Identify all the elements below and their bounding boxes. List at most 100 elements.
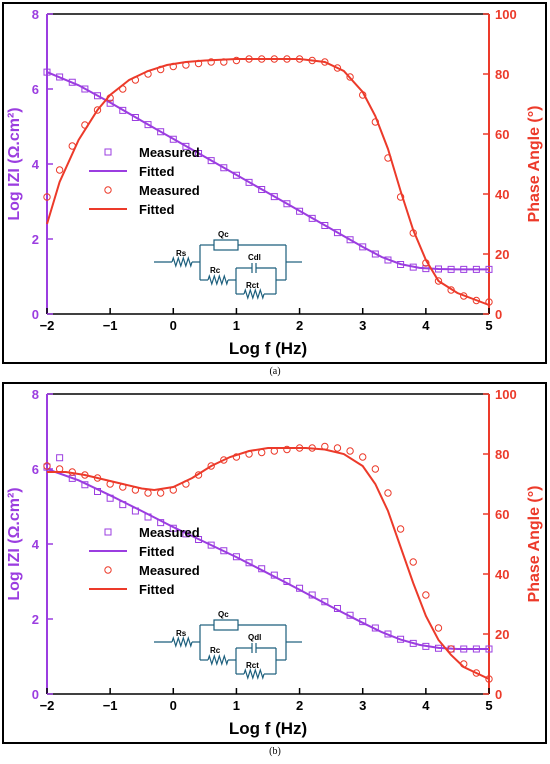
phase-measured-point — [359, 453, 367, 461]
cpe-qc — [213, 239, 239, 251]
x-tick-label: 4 — [422, 318, 430, 333]
right-y-tick-label: 60 — [495, 127, 509, 142]
legend-marker-circle — [104, 186, 112, 194]
phase-measured-point — [156, 489, 165, 497]
left-y-axis-title: Log IZI (Ω.cm²) — [6, 107, 23, 220]
phase-measured-point — [485, 675, 493, 683]
circuit-label-rs: Rs — [176, 629, 187, 638]
impedance-measured-point — [131, 114, 139, 121]
impedance-fitted-line — [46, 468, 489, 650]
impedance-measured-point — [283, 200, 291, 208]
phase-measured-point — [472, 669, 481, 677]
impedance-measured-point — [220, 164, 228, 172]
phase-measured-point — [346, 447, 354, 455]
resistor-rct — [243, 667, 265, 681]
impedance-fitted-line — [46, 71, 489, 271]
resistor-rc — [207, 653, 229, 667]
phase-measured-point — [434, 624, 443, 632]
circuit-label-rct: Rct — [246, 281, 259, 290]
impedance-measured-point — [245, 178, 253, 186]
left-y-tick-label: 8 — [32, 387, 39, 402]
right-y-axis-title: Phase Angle (°) — [526, 486, 543, 603]
impedance-measured-point — [207, 157, 215, 165]
phase-measured-point — [207, 58, 215, 66]
legend-label: Fitted — [139, 164, 174, 179]
phase-measured-point — [55, 166, 64, 174]
x-tick-label: −1 — [103, 318, 118, 333]
right-y-axis-title: Phase Angle (°) — [526, 106, 543, 223]
right-y-tick-label: 0 — [495, 687, 502, 702]
x-tick-label: 0 — [170, 318, 177, 333]
circuit-label-rct: Rct — [246, 661, 259, 670]
x-tick-label: −1 — [103, 698, 118, 713]
resistor-rs — [171, 255, 193, 269]
right-y-tick-label: 100 — [495, 7, 517, 22]
left-y-tick-label: 8 — [32, 7, 39, 22]
x-tick-label: −2 — [40, 698, 55, 713]
phase-measured-point — [144, 489, 152, 497]
impedance-measured-point — [232, 171, 240, 179]
x-tick-label: 3 — [359, 318, 366, 333]
impedance-measured-point — [371, 250, 379, 258]
legend-marker-square — [104, 528, 112, 536]
panel-label-b: (b) — [269, 746, 281, 757]
impedance-measured-point — [43, 68, 51, 76]
left-y-axis-title: Log IZI (Ω.cm²) — [6, 487, 23, 600]
resistor-rct — [243, 287, 265, 301]
impedance-measured-point — [321, 222, 329, 229]
phase-measured-point — [43, 193, 51, 201]
impedance-measured-point — [56, 454, 64, 462]
left-y-tick-label: 2 — [32, 612, 39, 627]
x-tick-label: 3 — [359, 698, 366, 713]
x-tick-label: 1 — [233, 318, 240, 333]
legend-label: Measured — [139, 563, 200, 578]
phase-measured-point — [396, 525, 405, 533]
circuit-label-cdl: Cdl — [248, 253, 261, 262]
phase-measured-point — [333, 64, 342, 72]
phase-measured-point — [422, 591, 430, 599]
impedance-measured-point — [359, 243, 367, 251]
legend-label: Fitted — [139, 582, 174, 597]
phase-measured-point — [207, 462, 215, 470]
legend-label: Fitted — [139, 202, 174, 217]
right-y-tick-label: 0 — [495, 307, 502, 322]
x-tick-label: 5 — [485, 698, 492, 713]
legend-label: Measured — [139, 525, 200, 540]
impedance-measured-point — [270, 193, 278, 201]
legend-label: Measured — [139, 145, 200, 160]
left-y-tick-label: 6 — [32, 462, 39, 477]
circuit-label-rc: Rc — [210, 266, 221, 275]
impedance-measured-point — [308, 214, 316, 222]
legend-marker-circle — [104, 566, 112, 574]
impedance-measured-point — [296, 207, 304, 215]
legend-label: Measured — [139, 183, 200, 198]
right-y-tick-label: 80 — [495, 67, 509, 82]
left-y-tick-label: 4 — [32, 157, 40, 172]
impedance-measured-point — [169, 135, 177, 143]
phase-fitted-line — [46, 58, 490, 306]
impedance-measured-point — [182, 142, 190, 150]
right-y-tick-label: 20 — [495, 247, 509, 262]
circuit-label-qc: Qc — [218, 610, 229, 619]
right-y-tick-label: 40 — [495, 187, 509, 202]
x-tick-label: 2 — [296, 318, 303, 333]
right-y-tick-label: 80 — [495, 447, 509, 462]
circuit-label-rc: Rc — [210, 646, 221, 655]
x-axis-title: Log f (Hz) — [229, 719, 307, 738]
impedance-measured-point — [157, 128, 165, 136]
x-tick-label: 4 — [422, 698, 430, 713]
phase-measured-point — [283, 445, 291, 454]
phase-measured-point — [346, 73, 354, 81]
phase-fitted-line — [47, 447, 490, 680]
phase-measured-point — [232, 56, 241, 65]
resistor-rs — [171, 635, 193, 649]
left-y-tick-label: 0 — [32, 687, 39, 702]
left-y-tick-label: 0 — [32, 307, 39, 322]
impedance-measured-point — [195, 150, 203, 157]
x-tick-label: −2 — [40, 318, 55, 333]
chart-panel-a: −2 −1 0 1 2 3 4 5 0 2 4 6 8 0 20 40 60 80 100 Log f (Hz) Log… — [2, 2, 547, 364]
left-y-tick-label: 4 — [32, 537, 40, 552]
impedance-measured-point — [258, 186, 266, 193]
legend-label: Fitted — [139, 544, 174, 559]
